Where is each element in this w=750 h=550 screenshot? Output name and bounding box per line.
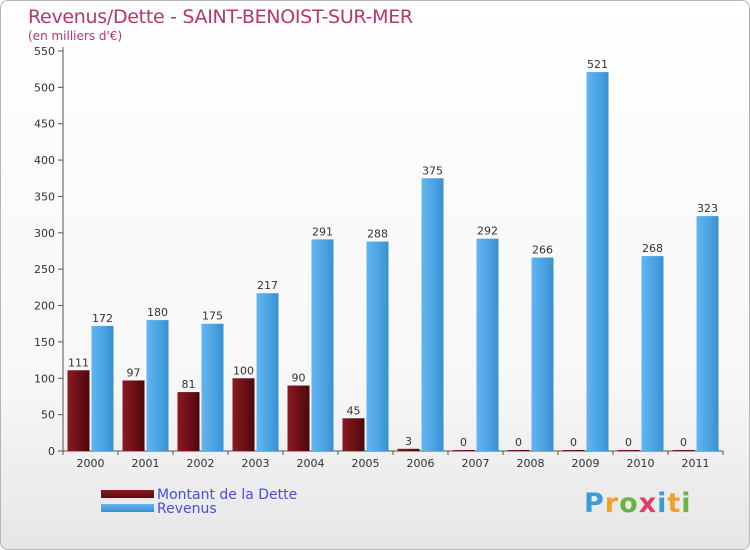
- bar-debt: [177, 392, 200, 451]
- data-label-revenus: 268: [642, 242, 663, 255]
- y-tick-label: 0: [48, 445, 55, 458]
- logo-letter: i: [681, 488, 692, 519]
- legend-swatch-debt: [101, 490, 154, 498]
- bar-revenus: [146, 320, 169, 451]
- data-label-debt: 100: [233, 364, 254, 377]
- x-tick-label: 2003: [242, 457, 270, 470]
- data-label-revenus: 288: [367, 228, 388, 241]
- bar-revenus: [586, 72, 609, 451]
- bar-revenus: [366, 241, 389, 451]
- bar-revenus: [531, 257, 554, 451]
- bar-debt: [562, 450, 585, 451]
- data-label-revenus: 291: [312, 225, 333, 238]
- bar-debt: [287, 385, 310, 451]
- x-tick-label: 2000: [77, 457, 105, 470]
- data-label-debt: 111: [68, 356, 89, 369]
- x-tick-label: 2001: [132, 457, 160, 470]
- x-tick-label: 2005: [352, 457, 380, 470]
- y-tick-label: 400: [34, 154, 55, 167]
- x-tick-label: 2002: [187, 457, 215, 470]
- bar-debt: [507, 450, 530, 451]
- y-tick-label: 50: [41, 409, 55, 422]
- bar-revenus: [201, 323, 224, 451]
- logo-letter: P: [584, 488, 605, 519]
- data-label-revenus: 180: [147, 306, 168, 319]
- logo-letter: i: [657, 488, 668, 519]
- data-label-debt: 0: [625, 436, 632, 449]
- legend-label-debt: Montant de la Dette: [157, 487, 298, 503]
- logo-letter: o: [619, 488, 639, 519]
- bar-debt: [397, 448, 420, 451]
- y-tick-label: 350: [34, 190, 55, 203]
- bar-revenus: [256, 293, 279, 451]
- data-label-debt: 90: [292, 372, 306, 385]
- bar-revenus: [421, 178, 444, 452]
- data-label-revenus: 172: [92, 312, 113, 325]
- data-label-debt: 0: [680, 436, 687, 449]
- x-tick-label: 2007: [462, 457, 490, 470]
- chart-title: Revenus/Dette - SAINT-BENOIST-SUR-MER: [28, 6, 413, 28]
- logo-letter: x: [638, 488, 658, 519]
- y-tick-label: 250: [34, 263, 55, 276]
- logo-letter: t: [667, 488, 682, 519]
- legend-label-revenus: Revenus: [157, 501, 217, 517]
- x-tick-label: 2011: [682, 457, 710, 470]
- x-tick-label: 2006: [407, 457, 435, 470]
- data-label-revenus: 375: [422, 164, 443, 177]
- legend-swatch-revenus: [101, 504, 154, 512]
- x-tick-label: 2009: [572, 457, 600, 470]
- data-label-debt: 0: [460, 436, 467, 449]
- proxiti-logo: Proxiti: [584, 488, 692, 519]
- data-label-debt: 0: [570, 436, 577, 449]
- logo-letter: r: [604, 488, 620, 519]
- x-tick-label: 2008: [517, 457, 545, 470]
- data-label-revenus: 521: [587, 58, 608, 71]
- data-label-debt: 97: [127, 366, 141, 379]
- bar-revenus: [696, 216, 719, 451]
- bar-debt: [617, 450, 640, 451]
- bar-revenus: [91, 325, 114, 451]
- bar-debt: [122, 380, 145, 451]
- bar-revenus: [311, 239, 334, 451]
- y-tick-label: 100: [34, 372, 55, 385]
- chart-subtitle: (en milliers d'€): [28, 29, 123, 43]
- y-tick-label: 150: [34, 336, 55, 349]
- bar-debt: [232, 378, 255, 451]
- y-tick-label: 500: [34, 81, 55, 94]
- x-tick-label: 2004: [297, 457, 325, 470]
- bar-revenus: [476, 238, 499, 451]
- y-tick-label: 450: [34, 118, 55, 131]
- data-label-revenus: 292: [477, 225, 498, 238]
- x-tick-label: 2010: [627, 457, 655, 470]
- data-label-debt: 45: [347, 404, 361, 417]
- data-label-revenus: 266: [532, 244, 553, 257]
- bar-revenus: [641, 256, 664, 451]
- data-label-debt: 3: [405, 435, 412, 448]
- data-label-debt: 81: [182, 378, 196, 391]
- bar-debt: [67, 370, 90, 451]
- bar-debt: [452, 450, 475, 451]
- y-tick-label: 550: [34, 45, 55, 58]
- data-label-revenus: 217: [257, 279, 278, 292]
- data-label-revenus: 323: [697, 202, 718, 215]
- y-tick-label: 200: [34, 300, 55, 313]
- data-label-revenus: 175: [202, 310, 223, 323]
- data-label-debt: 0: [515, 436, 522, 449]
- bar-debt: [342, 418, 365, 451]
- y-tick-label: 300: [34, 227, 55, 240]
- bar-debt: [672, 450, 695, 451]
